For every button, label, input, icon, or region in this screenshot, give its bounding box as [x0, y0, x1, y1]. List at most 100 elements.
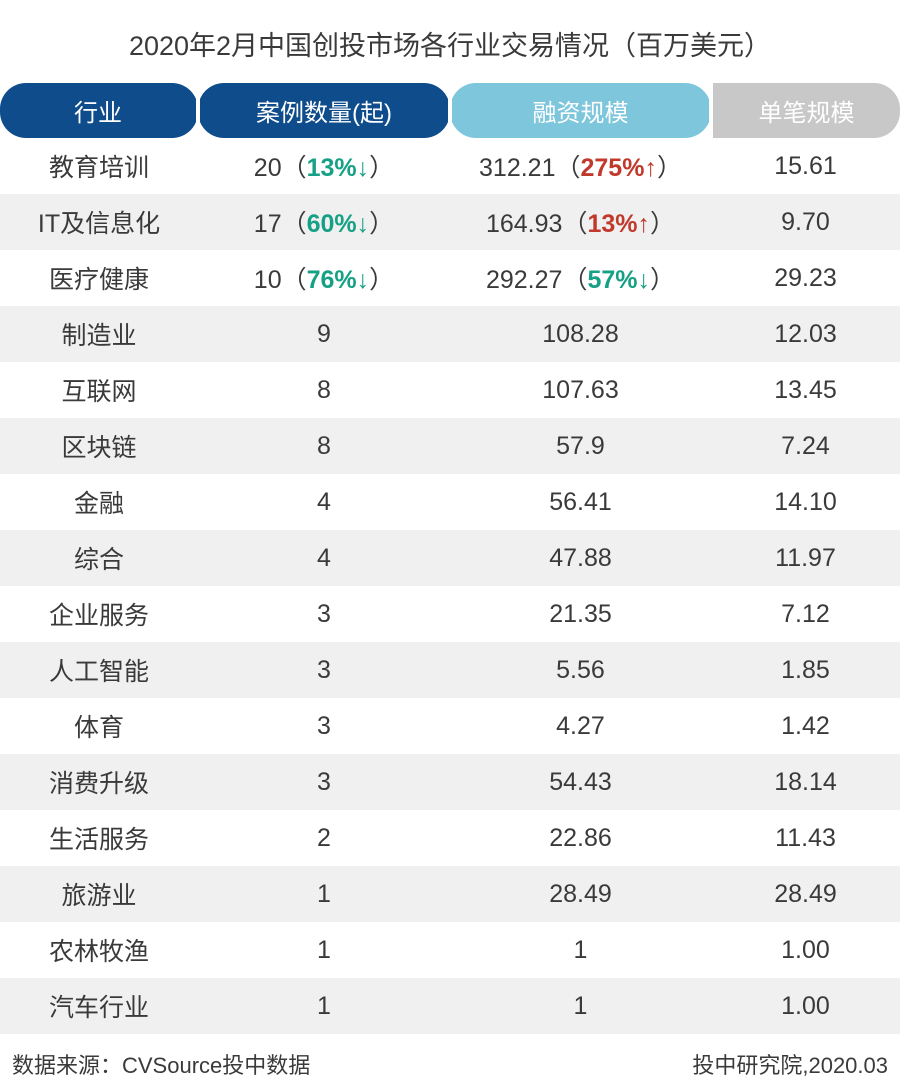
cell-cases: 1	[198, 866, 450, 922]
cell-avg: 11.43	[711, 810, 900, 866]
cell-industry: 企业服务	[0, 586, 198, 642]
arrow-up-icon: ↑	[638, 210, 651, 238]
column-header-label: 行业	[74, 100, 122, 127]
column-header: 案例数量(起)	[198, 83, 450, 138]
cell-avg: 18.14	[711, 754, 900, 810]
cell-amount: 21.35	[450, 586, 711, 642]
cell-amount: 47.88	[450, 530, 711, 586]
cell-industry: 教育培训	[0, 138, 198, 194]
cell-industry: 体育	[0, 698, 198, 754]
cell-avg: 1.85	[711, 642, 900, 698]
footer: 数据来源：CVSource投中数据 投中研究院,2020.03	[0, 1034, 900, 1080]
table-row: 农林牧渔111.00	[0, 922, 900, 978]
arrow-down-icon: ↓	[357, 266, 370, 294]
cell-cases: 17（60%↓）	[198, 194, 450, 250]
delta-indicator: （275%↑）	[555, 148, 681, 184]
column-header: 融资规模	[450, 83, 711, 138]
cell-industry: 人工智能	[0, 642, 198, 698]
table-row: 金融456.4114.10	[0, 474, 900, 530]
cell-industry: 互联网	[0, 362, 198, 418]
cell-avg: 29.23	[711, 250, 900, 306]
cell-cases: 2	[198, 810, 450, 866]
footer-credit: 投中研究院,2020.03	[692, 1048, 888, 1080]
delta-indicator: （13%↑）	[562, 204, 675, 240]
cell-industry: 旅游业	[0, 866, 198, 922]
cell-amount: 5.56	[450, 642, 711, 698]
cell-industry: 生活服务	[0, 810, 198, 866]
cell-avg: 9.70	[711, 194, 900, 250]
page-title: 2020年2月中国创投市场各行业交易情况（百万美元）	[0, 0, 900, 83]
arrow-down-icon: ↓	[357, 154, 370, 182]
table-row: 人工智能35.561.85	[0, 642, 900, 698]
cell-cases: 3	[198, 642, 450, 698]
cell-industry: IT及信息化	[0, 194, 198, 250]
delta-percent: 60%	[307, 210, 357, 238]
delta-percent: 13%	[307, 154, 357, 182]
cell-cases: 4	[198, 530, 450, 586]
delta-percent: 275%	[581, 154, 645, 182]
cell-amount: 56.41	[450, 474, 711, 530]
cell-cases: 3	[198, 698, 450, 754]
cell-avg: 28.49	[711, 866, 900, 922]
cell-avg: 12.03	[711, 306, 900, 362]
cell-industry: 金融	[0, 474, 198, 530]
cell-amount: 164.93（13%↑）	[450, 194, 711, 250]
cell-industry: 区块链	[0, 418, 198, 474]
cell-avg: 11.97	[711, 530, 900, 586]
footer-source: 数据来源：CVSource投中数据	[12, 1048, 310, 1080]
data-table: 行业 案例数量(起) 融资规模 单笔规模 教育培训20（13%↓）312.21（275…	[0, 83, 900, 1034]
table-row: 综合447.8811.97	[0, 530, 900, 586]
delta-indicator: （60%↓）	[282, 204, 395, 240]
cell-avg: 14.10	[711, 474, 900, 530]
cell-industry: 农林牧渔	[0, 922, 198, 978]
cell-industry: 医疗健康	[0, 250, 198, 306]
table-row: 体育34.271.42	[0, 698, 900, 754]
delta-percent: 13%	[587, 210, 637, 238]
table-row: 汽车行业111.00	[0, 978, 900, 1034]
table-container: 2020年2月中国创投市场各行业交易情况（百万美元） 行业 案例数量(起) 融资规模…	[0, 0, 900, 1080]
cell-cases: 4	[198, 474, 450, 530]
column-header-label: 案例数量(起)	[256, 100, 392, 127]
column-header-label: 单笔规模	[759, 100, 855, 127]
column-header: 单笔规模	[711, 83, 900, 138]
cell-industry: 综合	[0, 530, 198, 586]
cell-avg: 1.42	[711, 698, 900, 754]
table-body: 教育培训20（13%↓）312.21（275%↑）15.61IT及信息化17（6…	[0, 138, 900, 1034]
cell-cases: 8	[198, 418, 450, 474]
cell-cases: 3	[198, 586, 450, 642]
cell-amount: 292.27（57%↓）	[450, 250, 711, 306]
cell-cases: 10（76%↓）	[198, 250, 450, 306]
cell-amount: 4.27	[450, 698, 711, 754]
cell-cases: 1	[198, 922, 450, 978]
delta-indicator: （57%↓）	[562, 260, 675, 296]
cell-cases: 20（13%↓）	[198, 138, 450, 194]
cell-amount: 1	[450, 922, 711, 978]
cell-amount: 57.9	[450, 418, 711, 474]
cell-cases: 3	[198, 754, 450, 810]
cell-industry: 制造业	[0, 306, 198, 362]
cell-avg: 13.45	[711, 362, 900, 418]
table-row: 区块链857.97.24	[0, 418, 900, 474]
arrow-up-icon: ↑	[644, 154, 657, 182]
cell-avg: 1.00	[711, 978, 900, 1034]
table-row: 互联网8107.6313.45	[0, 362, 900, 418]
cell-cases: 8	[198, 362, 450, 418]
table-row: 医疗健康10（76%↓）292.27（57%↓）29.23	[0, 250, 900, 306]
cell-amount: 28.49	[450, 866, 711, 922]
cell-amount: 1	[450, 978, 711, 1034]
table-row: 消费升级354.4318.14	[0, 754, 900, 810]
column-header-label: 融资规模	[533, 100, 629, 127]
table-row: 教育培训20（13%↓）312.21（275%↑）15.61	[0, 138, 900, 194]
cell-amount: 312.21（275%↑）	[450, 138, 711, 194]
table-row: 生活服务222.8611.43	[0, 810, 900, 866]
cell-industry: 汽车行业	[0, 978, 198, 1034]
table-row: 制造业9108.2812.03	[0, 306, 900, 362]
table-row: 企业服务321.357.12	[0, 586, 900, 642]
column-header: 行业	[0, 83, 198, 138]
cell-amount: 22.86	[450, 810, 711, 866]
cell-avg: 15.61	[711, 138, 900, 194]
delta-indicator: （13%↓）	[282, 148, 395, 184]
delta-percent: 57%	[587, 266, 637, 294]
delta-percent: 76%	[307, 266, 357, 294]
cell-amount: 54.43	[450, 754, 711, 810]
